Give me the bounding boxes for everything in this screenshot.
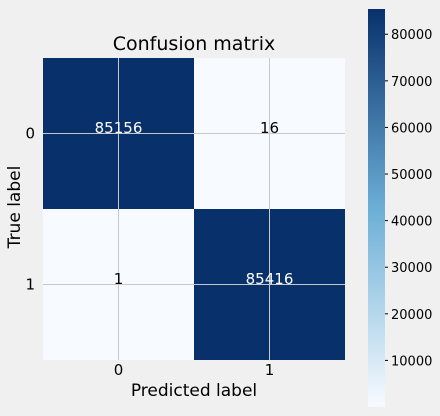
cell-value-label: 1 xyxy=(114,270,124,288)
chart-title: Confusion matrix xyxy=(113,33,275,55)
cell-value-label: 85416 xyxy=(246,270,294,288)
cell-value-label: 16 xyxy=(260,119,279,137)
x-axis-label: Predicted label xyxy=(131,381,257,401)
colorbar-tick-label: 20000 xyxy=(391,308,432,323)
heatmap-area: 85156 16 1 85416 xyxy=(43,58,345,360)
colorbar xyxy=(368,9,385,407)
y-tick-label: 1 xyxy=(25,276,35,294)
colorbar-tick-label: 50000 xyxy=(391,168,432,183)
colorbar-tick-label: 40000 xyxy=(391,215,432,230)
x-tick-label: 0 xyxy=(114,361,124,379)
colorbar-tick-label: 70000 xyxy=(391,75,432,90)
x-tick-label: 1 xyxy=(265,361,275,379)
y-axis-ticks: 01 xyxy=(25,125,35,294)
colorbar-tick-label: 30000 xyxy=(391,261,432,276)
y-tick-label: 0 xyxy=(25,125,35,143)
colorbar-ticks: 10000 20000 30000 40000 50000 60000 70000 80000 xyxy=(385,28,432,369)
colorbar-tick-label: 10000 xyxy=(391,354,432,369)
colorbar-tick-label: 80000 xyxy=(391,28,432,43)
cell-value-label: 85156 xyxy=(95,119,143,137)
colorbar-tick-label: 60000 xyxy=(391,121,432,136)
y-axis-label: True label xyxy=(5,166,25,250)
